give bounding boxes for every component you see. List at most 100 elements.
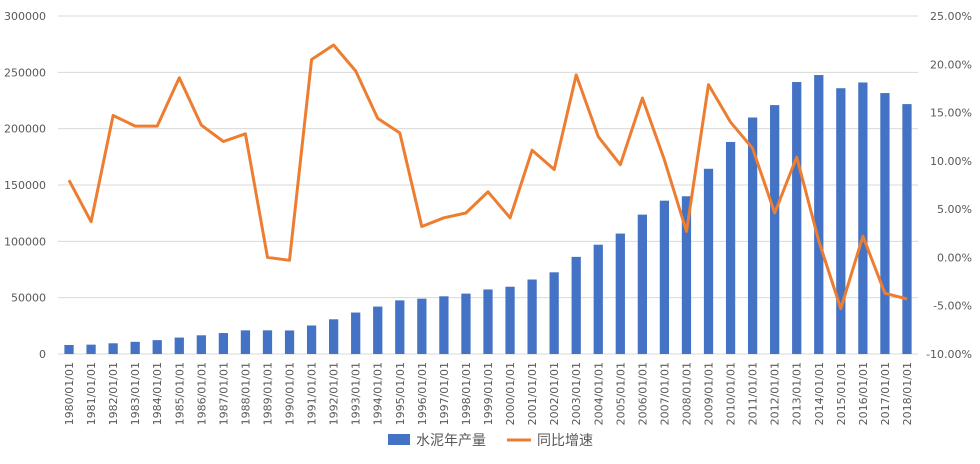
production-bar bbox=[615, 233, 625, 354]
production-bar bbox=[880, 93, 890, 355]
x-tick-label: 2014/01/01 bbox=[813, 362, 826, 425]
production-bars bbox=[64, 75, 912, 355]
right-axis-ticks: -10.00% -5.00% 0.00% 5.00% 10.00% 15.00% 20.00… bbox=[926, 10, 972, 361]
x-tick-label: 2005/01/01 bbox=[614, 362, 627, 425]
left-tick-label: 200000 bbox=[4, 123, 46, 136]
x-tick-label: 2016/01/01 bbox=[857, 362, 870, 425]
left-axis-ticks: 0 50000 100000 150000 200000 250000 300000 bbox=[4, 10, 46, 361]
x-tick-label: 2012/01/01 bbox=[769, 362, 782, 425]
x-tick-label: 1990/01/01 bbox=[284, 362, 297, 425]
x-tick-label: 1997/01/01 bbox=[438, 362, 451, 425]
x-tick-label: 1996/01/01 bbox=[416, 362, 429, 425]
production-bar bbox=[549, 272, 559, 354]
x-tick-label: 1983/01/01 bbox=[129, 362, 142, 425]
x-tick-label: 1992/01/01 bbox=[328, 362, 341, 425]
x-tick-label: 2003/01/01 bbox=[570, 362, 583, 425]
x-tick-label: 2009/01/01 bbox=[703, 362, 716, 425]
production-bar bbox=[262, 330, 273, 354]
x-tick-label: 2018/01/01 bbox=[901, 362, 914, 425]
production-bar bbox=[240, 330, 251, 354]
production-bar bbox=[483, 289, 493, 354]
production-bar bbox=[836, 88, 846, 354]
x-tick-label: 2001/01/01 bbox=[526, 362, 539, 425]
x-tick-label: 2000/01/01 bbox=[504, 362, 517, 425]
x-tick-label: 1998/01/01 bbox=[460, 362, 473, 425]
x-tick-label: 1984/01/01 bbox=[151, 362, 164, 425]
production-bar bbox=[770, 105, 780, 355]
production-bar bbox=[902, 104, 912, 354]
production-bar bbox=[108, 343, 118, 354]
production-bar bbox=[306, 325, 317, 354]
left-tick-label: 300000 bbox=[4, 10, 46, 23]
right-tick-label: 10.00% bbox=[930, 155, 972, 168]
x-tick-label: 2006/01/01 bbox=[636, 362, 649, 425]
x-tick-label: 1981/01/01 bbox=[85, 362, 98, 425]
x-tick-label: 1995/01/01 bbox=[394, 362, 407, 425]
production-bar bbox=[64, 344, 74, 354]
production-bar bbox=[395, 300, 405, 354]
x-tick-label: 2011/01/01 bbox=[747, 362, 760, 425]
production-bar bbox=[725, 141, 736, 354]
gridlines bbox=[58, 15, 918, 355]
right-tick-label: 20.00% bbox=[930, 58, 972, 71]
x-tick-label: 1987/01/01 bbox=[217, 362, 230, 425]
production-bar bbox=[814, 75, 824, 355]
left-tick-label: 100000 bbox=[4, 235, 46, 248]
x-tick-label: 2017/01/01 bbox=[879, 362, 892, 425]
production-bar bbox=[527, 279, 537, 354]
x-tick-label: 1982/01/01 bbox=[107, 362, 120, 425]
production-bar bbox=[329, 319, 339, 354]
production-bar bbox=[130, 341, 140, 354]
x-tick-label: 1999/01/01 bbox=[482, 362, 495, 425]
x-axis-ticks: 1980/01/01 1981/01/01 1982/01/01 1983/01/01… bbox=[63, 362, 914, 425]
x-tick-label: 1985/01/01 bbox=[173, 362, 186, 425]
production-bar bbox=[858, 82, 868, 355]
production-bar bbox=[637, 214, 647, 354]
production-bar bbox=[747, 117, 758, 354]
x-tick-label: 1989/01/01 bbox=[261, 362, 274, 425]
left-tick-label: 150000 bbox=[4, 179, 46, 192]
production-bar bbox=[505, 286, 515, 354]
production-bar bbox=[351, 312, 361, 354]
growth-rate-line bbox=[67, 43, 908, 311]
right-tick-label: 0.00% bbox=[937, 251, 972, 264]
x-tick-label: 2008/01/01 bbox=[680, 362, 693, 425]
x-tick-label: 2002/01/01 bbox=[548, 362, 561, 425]
production-bar bbox=[571, 256, 581, 354]
production-bar bbox=[284, 330, 295, 354]
production-bar bbox=[681, 196, 692, 354]
right-tick-label: 5.00% bbox=[937, 203, 972, 216]
production-bar bbox=[86, 344, 96, 354]
legend-swatch-production bbox=[388, 434, 410, 445]
x-tick-label: 2010/01/01 bbox=[725, 362, 738, 425]
production-bar bbox=[439, 296, 449, 354]
left-tick-label: 250000 bbox=[4, 66, 46, 79]
x-tick-label: 2015/01/01 bbox=[835, 362, 848, 425]
production-bar bbox=[659, 200, 670, 354]
left-tick-label: 0 bbox=[39, 348, 46, 361]
production-bar bbox=[373, 306, 383, 354]
production-bar bbox=[174, 337, 184, 354]
x-tick-label: 1988/01/01 bbox=[239, 362, 252, 425]
production-bar bbox=[417, 298, 427, 354]
production-bar bbox=[703, 168, 714, 354]
x-tick-label: 1986/01/01 bbox=[195, 362, 208, 425]
production-bar bbox=[593, 244, 603, 354]
production-bar bbox=[792, 82, 802, 354]
production-bar bbox=[218, 333, 229, 354]
production-bar bbox=[196, 335, 206, 354]
right-tick-label: 25.00% bbox=[930, 10, 972, 23]
x-tick-label: 2007/01/01 bbox=[658, 362, 671, 425]
x-tick-label: 2004/01/01 bbox=[592, 362, 605, 425]
x-tick-label: 2013/01/01 bbox=[791, 362, 804, 425]
legend-label-growth: 同比增速 bbox=[537, 433, 593, 449]
right-tick-label: -10.00% bbox=[926, 348, 972, 361]
production-bar bbox=[461, 293, 471, 354]
legend: 水泥年产量 同比增速 bbox=[388, 433, 593, 449]
legend-label-production: 水泥年产量 bbox=[416, 433, 486, 449]
x-tick-label: 1993/01/01 bbox=[350, 362, 363, 425]
right-tick-label: -5.00% bbox=[933, 300, 972, 313]
x-tick-label: 1980/01/01 bbox=[63, 362, 76, 425]
x-tick-label: 1994/01/01 bbox=[372, 362, 385, 425]
